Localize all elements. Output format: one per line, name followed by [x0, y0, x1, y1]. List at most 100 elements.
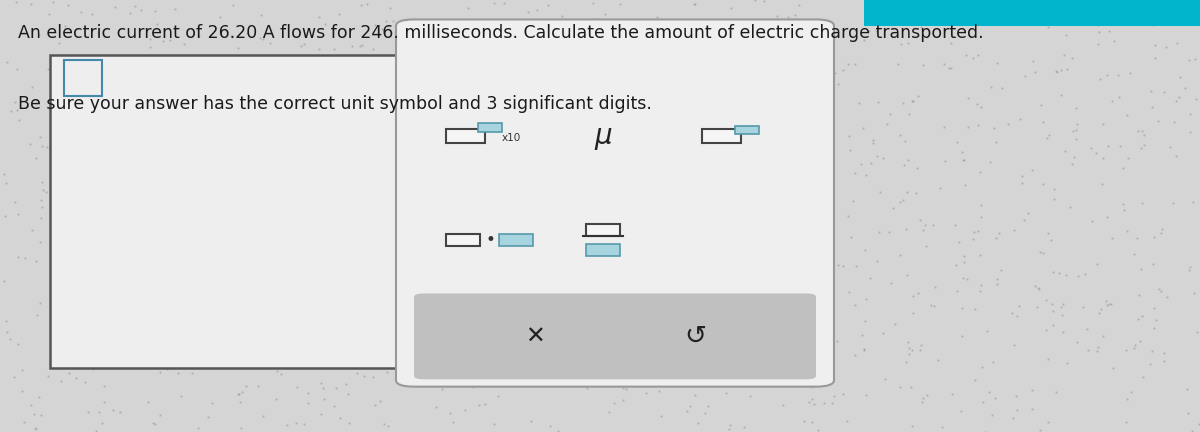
Point — [868, 152, 887, 159]
Point — [596, 143, 616, 149]
Point — [977, 327, 996, 334]
Point — [908, 92, 928, 99]
Point — [174, 41, 193, 48]
Point — [998, 121, 1018, 127]
Point — [638, 324, 658, 330]
Point — [595, 91, 614, 98]
Point — [78, 244, 97, 251]
Point — [262, 30, 281, 37]
Point — [738, 197, 757, 203]
Point — [698, 138, 718, 145]
Point — [554, 323, 574, 330]
Point — [649, 327, 668, 334]
Point — [481, 95, 500, 102]
Point — [233, 343, 252, 350]
Point — [650, 162, 670, 169]
Point — [1180, 57, 1199, 64]
Point — [724, 83, 743, 89]
Point — [1177, 386, 1196, 393]
Point — [584, 362, 604, 369]
Point — [883, 205, 902, 212]
Point — [73, 334, 92, 340]
Point — [676, 323, 695, 330]
Point — [540, 113, 559, 120]
Point — [758, 211, 778, 218]
Point — [949, 20, 968, 27]
Point — [41, 244, 60, 251]
Point — [205, 314, 224, 321]
Point — [242, 111, 262, 118]
Point — [1154, 349, 1174, 356]
Point — [596, 276, 616, 283]
Point — [892, 41, 911, 48]
Point — [763, 285, 782, 292]
Point — [548, 212, 568, 219]
Point — [444, 102, 463, 109]
Point — [346, 255, 365, 262]
Point — [160, 154, 179, 161]
Point — [539, 2, 558, 9]
Point — [1099, 301, 1118, 308]
Point — [697, 76, 716, 83]
Point — [1088, 40, 1108, 47]
Point — [924, 303, 943, 310]
Point — [1132, 313, 1151, 320]
Point — [478, 84, 497, 91]
Point — [685, 364, 704, 371]
Point — [966, 305, 985, 312]
Point — [1090, 76, 1109, 83]
Point — [108, 210, 127, 216]
Point — [623, 299, 642, 306]
Point — [287, 419, 306, 426]
Point — [984, 124, 1003, 131]
Point — [204, 309, 223, 316]
Point — [484, 39, 503, 46]
Text: ✕: ✕ — [524, 324, 545, 348]
Point — [970, 251, 989, 258]
Point — [1068, 339, 1087, 346]
Point — [474, 38, 493, 44]
Point — [740, 392, 760, 399]
Point — [824, 392, 844, 399]
Point — [67, 327, 86, 334]
Point — [901, 383, 920, 390]
Point — [648, 29, 667, 36]
Point — [496, 356, 515, 363]
Point — [1027, 304, 1046, 311]
Point — [236, 105, 256, 111]
Point — [907, 164, 926, 171]
Point — [361, 194, 380, 200]
Point — [518, 8, 538, 15]
Point — [370, 397, 389, 404]
Point — [833, 67, 852, 74]
Point — [700, 18, 719, 25]
Point — [798, 300, 817, 307]
Point — [527, 6, 546, 13]
Point — [179, 216, 198, 222]
Point — [619, 209, 638, 216]
Point — [234, 293, 253, 300]
Point — [689, 41, 708, 48]
Point — [1092, 181, 1111, 187]
Point — [254, 413, 274, 419]
Point — [581, 25, 600, 32]
Point — [947, 287, 966, 294]
Point — [365, 401, 384, 408]
Point — [589, 133, 608, 140]
Point — [847, 262, 866, 269]
Point — [211, 289, 230, 296]
Point — [563, 93, 582, 100]
Point — [440, 410, 460, 416]
Point — [1015, 73, 1034, 80]
Point — [440, 217, 460, 224]
Point — [103, 407, 122, 414]
Point — [330, 145, 349, 152]
Point — [908, 290, 928, 297]
Point — [1002, 309, 1021, 316]
Point — [1176, 85, 1195, 92]
Point — [318, 196, 337, 203]
Point — [716, 390, 736, 397]
Point — [935, 12, 954, 19]
Point — [1189, 421, 1200, 428]
Point — [815, 400, 834, 407]
